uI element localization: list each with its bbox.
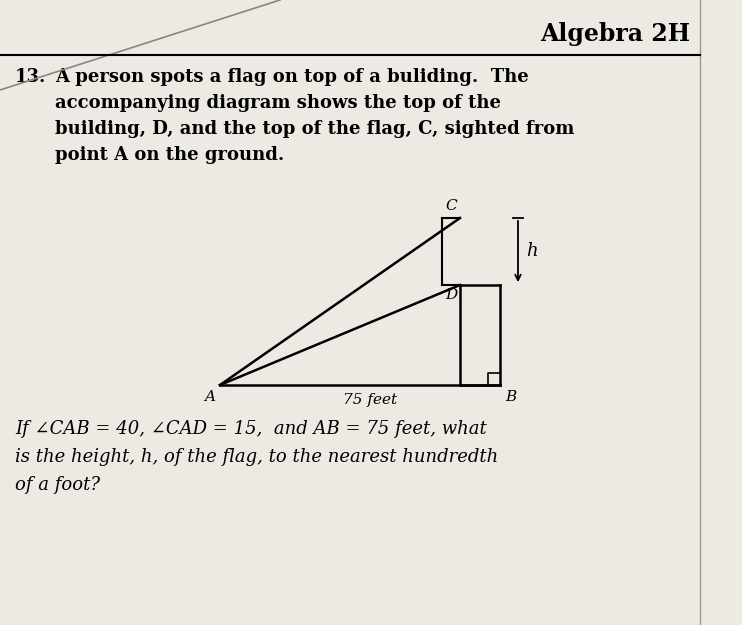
Text: building, D, and the top of the flag, C, sighted from: building, D, and the top of the flag, C,… bbox=[55, 120, 574, 138]
Text: B: B bbox=[505, 390, 516, 404]
Text: A: A bbox=[204, 390, 215, 404]
Text: is the height, h, of the flag, to the nearest hundredth: is the height, h, of the flag, to the ne… bbox=[15, 448, 498, 466]
Text: If ∠CAB = 40, ∠CAD = 15,  and AB = 75 feet, what: If ∠CAB = 40, ∠CAD = 15, and AB = 75 fee… bbox=[15, 420, 487, 438]
Text: accompanying diagram shows the top of the: accompanying diagram shows the top of th… bbox=[55, 94, 501, 112]
Text: point A on the ground.: point A on the ground. bbox=[55, 146, 284, 164]
Text: 75 feet: 75 feet bbox=[343, 393, 397, 407]
Text: A person spots a flag on top of a buliding.  The: A person spots a flag on top of a bulidi… bbox=[55, 68, 529, 86]
Text: Algebra 2H: Algebra 2H bbox=[540, 22, 690, 46]
Text: of a foot?: of a foot? bbox=[15, 476, 100, 494]
Text: C: C bbox=[445, 199, 457, 213]
Text: D: D bbox=[444, 288, 457, 302]
Text: h: h bbox=[526, 242, 538, 261]
Text: 13.: 13. bbox=[15, 68, 46, 86]
